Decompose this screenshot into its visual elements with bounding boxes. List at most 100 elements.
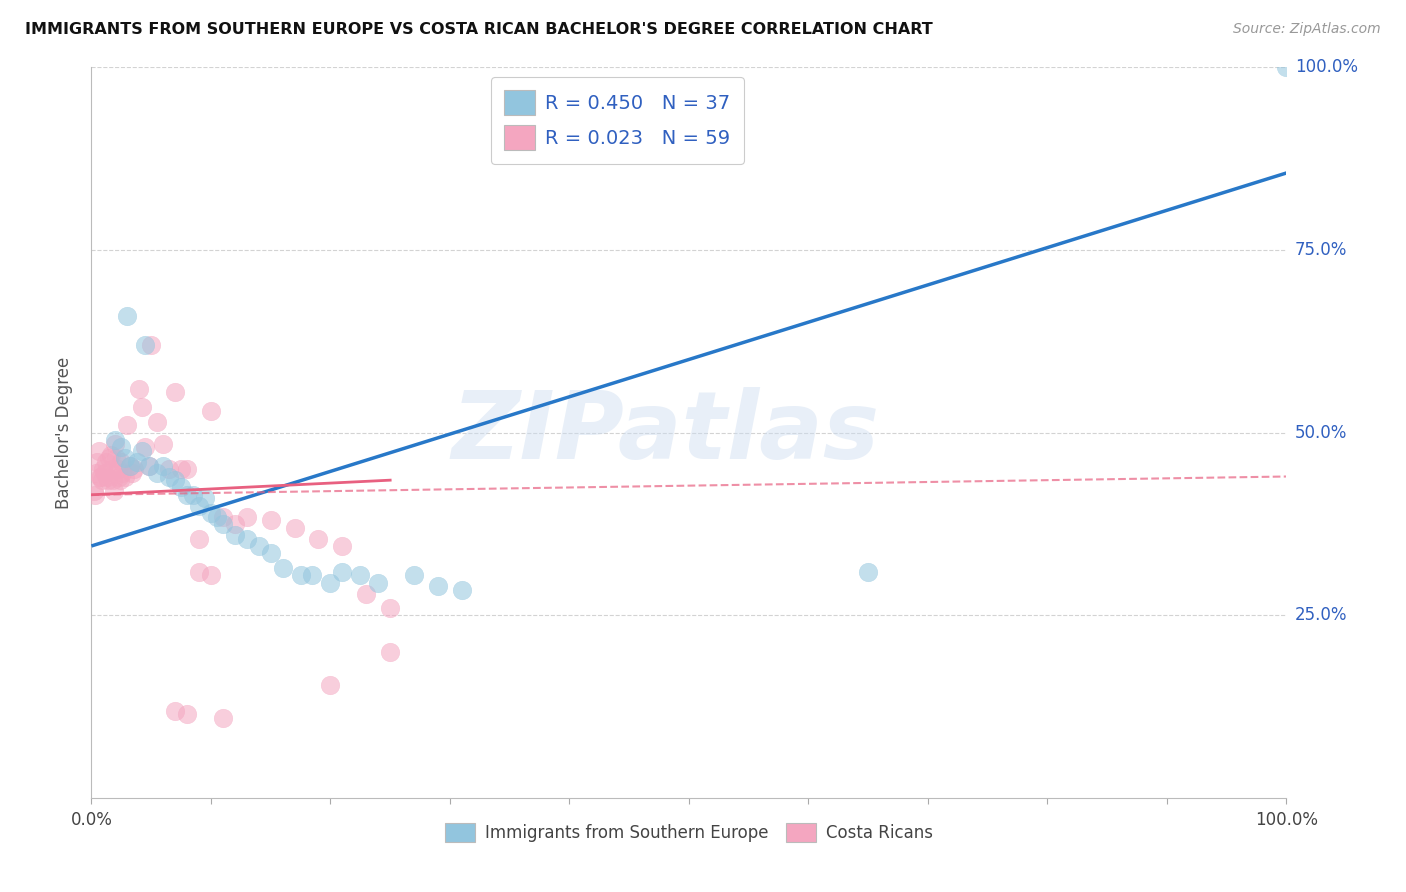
Point <box>114 469 136 483</box>
Text: 75.0%: 75.0% <box>1295 241 1347 259</box>
Point <box>200 506 222 520</box>
Point <box>138 458 160 473</box>
Point <box>235 532 259 546</box>
Point <box>104 433 127 447</box>
Point <box>367 575 389 590</box>
Text: Source: ZipAtlas.com: Source: ZipAtlas.com <box>1233 22 1381 37</box>
Text: 50.0%: 50.0% <box>1295 424 1347 442</box>
Point <box>1275 60 1298 74</box>
Point <box>404 568 426 582</box>
Point <box>152 458 174 473</box>
Point <box>134 440 156 454</box>
Point <box>181 488 204 502</box>
Point <box>194 491 217 506</box>
Point <box>107 462 129 476</box>
Point <box>319 575 342 590</box>
Point <box>163 473 186 487</box>
Point <box>90 469 112 483</box>
Text: ZIPatlas: ZIPatlas <box>451 386 879 479</box>
Point <box>100 462 122 476</box>
Y-axis label: Bachelor's Degree: Bachelor's Degree <box>55 357 73 508</box>
Point <box>176 707 198 722</box>
Point <box>111 466 134 480</box>
Point <box>176 488 198 502</box>
Point <box>84 466 107 480</box>
Point <box>319 678 342 692</box>
Point <box>211 517 233 532</box>
Point <box>124 462 146 476</box>
Point <box>94 455 117 469</box>
Point <box>97 473 120 487</box>
Point <box>205 509 228 524</box>
Point <box>87 444 110 458</box>
Point <box>146 415 169 429</box>
Point <box>332 565 354 579</box>
Point <box>200 568 222 582</box>
Point <box>146 466 169 480</box>
Point <box>211 711 233 725</box>
Point <box>83 484 105 499</box>
Point <box>93 466 115 480</box>
Point <box>378 645 402 659</box>
Legend: Immigrants from Southern Europe, Costa Ricans: Immigrants from Southern Europe, Costa R… <box>439 816 939 848</box>
Point <box>138 458 160 473</box>
Point <box>115 309 138 323</box>
Point <box>103 484 125 499</box>
Text: IMMIGRANTS FROM SOUTHERN EUROPE VS COSTA RICAN BACHELOR'S DEGREE CORRELATION CHA: IMMIGRANTS FROM SOUTHERN EUROPE VS COSTA… <box>25 22 934 37</box>
Point <box>157 469 180 483</box>
Point <box>105 451 128 466</box>
Point <box>157 462 180 476</box>
Point <box>187 565 211 579</box>
Point <box>450 582 472 597</box>
Point <box>349 568 371 582</box>
Point <box>101 473 124 487</box>
Point <box>118 458 141 473</box>
Point <box>224 517 246 532</box>
Point <box>114 451 136 466</box>
Point <box>224 528 246 542</box>
Point <box>100 448 122 462</box>
Point <box>131 400 153 414</box>
Point <box>104 436 127 450</box>
Point <box>84 488 107 502</box>
Point <box>93 462 114 476</box>
Point <box>118 458 141 473</box>
Point <box>141 338 162 352</box>
Point <box>96 469 118 483</box>
Text: 100.0%: 100.0% <box>1295 58 1358 76</box>
Point <box>110 440 132 454</box>
Point <box>163 385 186 400</box>
Point <box>134 338 156 352</box>
Point <box>163 704 186 718</box>
Point <box>259 513 281 527</box>
Point <box>98 451 121 466</box>
Point <box>152 436 174 450</box>
Point <box>170 462 193 476</box>
Point <box>187 499 211 513</box>
Point <box>211 509 233 524</box>
Point <box>170 480 193 494</box>
Point <box>290 568 312 582</box>
Point <box>856 565 880 579</box>
Point <box>235 509 259 524</box>
Point <box>176 462 198 476</box>
Point <box>128 382 150 396</box>
Point <box>108 473 131 487</box>
Point <box>86 455 108 469</box>
Point <box>110 455 132 469</box>
Point <box>284 521 307 535</box>
Point <box>89 469 111 483</box>
Point <box>332 539 354 553</box>
Point <box>121 466 143 480</box>
Point <box>301 568 323 582</box>
Point <box>426 579 449 593</box>
Point <box>307 532 329 546</box>
Point <box>187 532 211 546</box>
Text: 25.0%: 25.0% <box>1295 607 1347 624</box>
Point <box>91 473 114 487</box>
Point <box>108 469 131 483</box>
Point <box>247 539 270 553</box>
Point <box>200 403 222 417</box>
Point <box>125 455 148 469</box>
Point <box>271 561 294 575</box>
